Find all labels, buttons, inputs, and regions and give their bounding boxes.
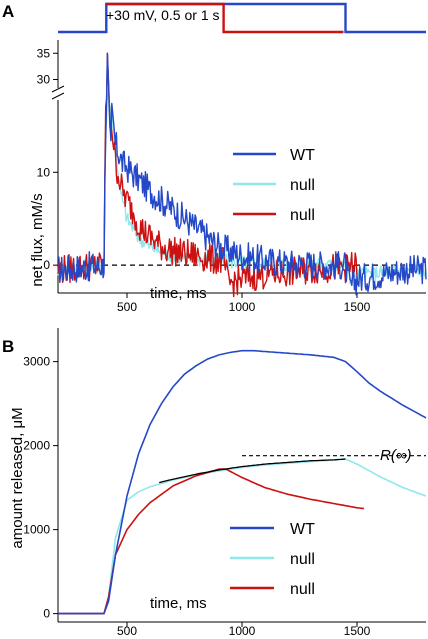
r-infinity-annotation: R(∞) — [380, 447, 412, 464]
panel-a-ytick-label: 10 — [37, 165, 51, 179]
panel-a-ytick-label: 30 — [37, 73, 51, 87]
panel-b-ytick-label: 2000 — [23, 439, 50, 453]
panel-a-legend-label: null — [290, 177, 315, 194]
panel-b-xtick-label: 1500 — [344, 624, 371, 638]
panel-b-ytick-label: 1000 — [23, 523, 50, 537]
panel-a-xtick-label: 500 — [117, 300, 137, 314]
panel-a-xtick-label: 1500 — [344, 300, 371, 314]
panel-b-xtick-label: 1000 — [229, 624, 256, 638]
panel-a-series-null-cyan — [57, 78, 427, 286]
panel-label-b: B — [2, 337, 14, 356]
panel-b-series — [58, 349, 427, 615]
panel-a-ytick-label: 35 — [37, 46, 51, 60]
panel-b-ytick-label: 3000 — [23, 355, 50, 369]
panel-a-xtick-label: 1000 — [229, 300, 256, 314]
panel-b-legend: WT null null — [230, 521, 315, 598]
panel-b-legend-label: null — [290, 581, 315, 598]
panel-b-series-null-cyan — [58, 458, 427, 615]
panel-a-legend: WT null null — [233, 147, 315, 224]
panel-b-legend-label: WT — [290, 521, 315, 538]
panel-b-series-fit — [159, 458, 346, 484]
panel-a-axis-break-mark — [51, 85, 65, 93]
panel-b-xtick-label: 500 — [117, 624, 137, 638]
panel-b-series-null-red — [58, 468, 365, 615]
protocol-label: +30 mV, 0.5 or 1 s — [106, 7, 220, 23]
panel-a-series-wt — [57, 52, 427, 296]
panel-a-series — [57, 52, 427, 298]
panel-label-a: A — [2, 2, 14, 21]
panel-a-ylabel: net flux, mM/s — [29, 193, 46, 286]
panel-b-legend-label: null — [290, 551, 315, 568]
panel-b-series-wt — [58, 349, 427, 615]
panel-b-ytick-label: 0 — [43, 607, 50, 621]
panel-b-ylabel: amount released, μM — [9, 407, 26, 548]
panel-a-legend-label: null — [290, 207, 315, 224]
panel-b-xlabel: time, ms — [150, 595, 207, 612]
voltage-protocol — [58, 2, 426, 34]
panel-a-xlabel: time, ms — [150, 285, 207, 302]
protocol-trace-wt — [58, 2, 426, 34]
panel-b-axes: 500 1000 1500 0 1000 2000 3000 — [23, 328, 426, 638]
panel-a-axis-break-mark — [51, 92, 65, 100]
panel-a-legend-label: WT — [290, 147, 315, 164]
protocol-trace-null — [106, 2, 344, 34]
panel-a-ytick-label: 0 — [43, 258, 50, 272]
